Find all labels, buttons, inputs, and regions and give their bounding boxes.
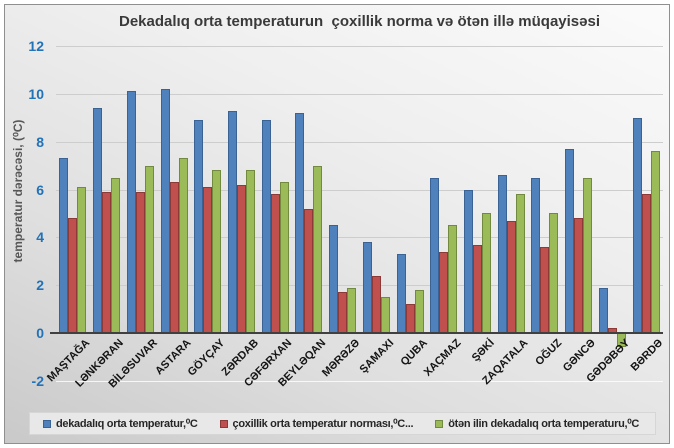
bar [583, 177, 593, 333]
bar [439, 251, 449, 333]
bar [338, 292, 348, 333]
bar [227, 110, 237, 333]
bar [102, 191, 112, 333]
bar [598, 287, 608, 333]
bar [506, 220, 516, 333]
legend-item: dekadalıq orta temperatur,⁰C [43, 417, 198, 430]
bar [371, 275, 381, 333]
bar [347, 287, 357, 333]
bar [295, 112, 305, 333]
bar [144, 165, 154, 333]
bar [482, 213, 492, 333]
bar [313, 165, 323, 333]
bar [362, 242, 372, 333]
bar [632, 117, 642, 333]
bar [279, 182, 289, 333]
bar [169, 182, 179, 333]
bar [641, 194, 651, 333]
bar [448, 225, 458, 333]
bar [329, 225, 339, 333]
bar [650, 151, 660, 333]
y-tick-label: 6 [36, 181, 44, 198]
gridline [56, 189, 663, 191]
y-tick-label: 4 [36, 229, 44, 246]
legend-marker-icon [219, 419, 228, 428]
legend: dekadalıq orta temperatur,⁰C çoxillik ort… [29, 412, 656, 435]
bar [245, 170, 255, 333]
bar [270, 194, 280, 333]
bar [194, 120, 204, 333]
bar [414, 289, 424, 333]
gridline [56, 141, 663, 143]
bar [497, 175, 507, 333]
x-axis-line [50, 332, 663, 334]
y-tick-label: -2 [31, 372, 44, 389]
bar [473, 244, 483, 333]
bar [77, 187, 87, 333]
bar [59, 158, 69, 333]
bar [212, 170, 222, 333]
legend-label: ötən ilin dekadalıq orta temperaturu,⁰C [448, 418, 639, 430]
bar [531, 177, 541, 333]
bar [304, 208, 314, 333]
y-tick-label: 12 [28, 38, 44, 54]
y-tick-label: 0 [36, 325, 44, 341]
y-tick-label: 2 [36, 277, 44, 294]
legend-item: ötən ilin dekadalıq orta temperaturu,⁰C [435, 417, 639, 430]
bar [111, 177, 121, 333]
bar [126, 91, 136, 333]
bar [135, 191, 145, 333]
gridline [56, 93, 663, 95]
bar [68, 218, 78, 333]
bar [549, 213, 559, 333]
bar [178, 158, 188, 333]
bar [93, 108, 103, 333]
legend-marker-icon [435, 419, 444, 428]
gridline [56, 380, 663, 382]
y-tick-label: 10 [28, 85, 44, 102]
bar [380, 297, 390, 333]
bar [160, 89, 170, 333]
legend-marker-icon [43, 419, 51, 428]
chart-frame: Dekadalıq orta temperaturun çoxillik nor… [4, 4, 670, 444]
y-tick-label: 8 [36, 133, 44, 150]
bar [515, 194, 525, 333]
bar [405, 304, 415, 333]
bar [203, 187, 213, 333]
plot-area [50, 46, 663, 382]
bar [464, 189, 474, 333]
gridline [56, 237, 663, 239]
chart-title: Dekadalıq orta temperaturun çoxillik nor… [119, 13, 600, 30]
bar [565, 148, 575, 333]
legend-label: çoxillik orta temperatur norması,⁰C... [232, 418, 414, 430]
bar [261, 120, 271, 333]
legend-label: dekadalıq orta temperatur,⁰C [56, 418, 198, 430]
bar [540, 246, 550, 333]
gridline [56, 46, 663, 47]
bar [430, 177, 440, 333]
bar [236, 184, 246, 333]
gridline [56, 285, 663, 287]
legend-item: çoxillik orta temperatur norması,⁰C... [219, 417, 414, 430]
bar [574, 218, 584, 333]
bar [396, 254, 406, 333]
